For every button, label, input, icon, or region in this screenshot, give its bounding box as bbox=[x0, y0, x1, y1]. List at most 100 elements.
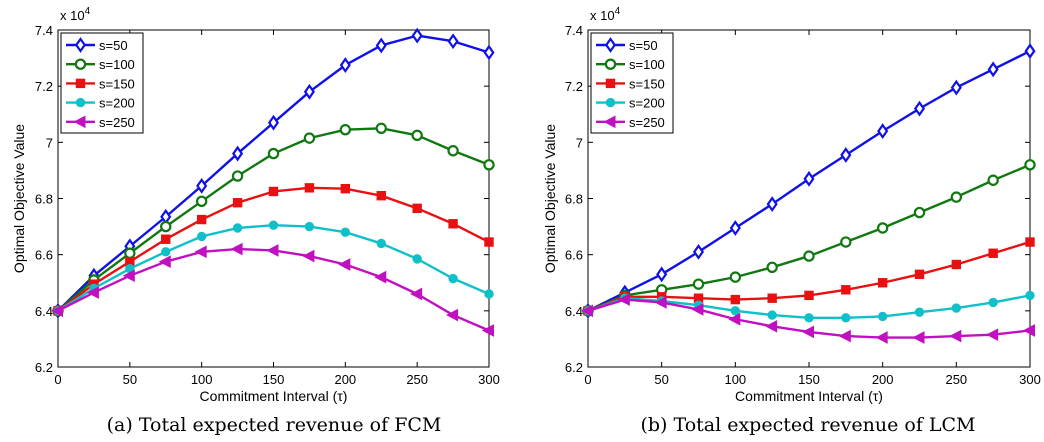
series-s-100 bbox=[582, 159, 1036, 317]
y-tick-label: 6.6 bbox=[565, 248, 583, 263]
data-point bbox=[194, 245, 207, 259]
data-point bbox=[913, 100, 926, 117]
x-tick-label: 150 bbox=[798, 372, 820, 387]
data-point bbox=[951, 259, 962, 270]
y-axis-label: Optimal Objective Value bbox=[542, 124, 558, 273]
x-tick-label: 50 bbox=[654, 372, 668, 387]
data-point bbox=[411, 129, 423, 142]
data-point bbox=[412, 254, 422, 264]
y-tick-label: 6.8 bbox=[565, 192, 583, 207]
y-tick-label: 7 bbox=[46, 135, 53, 150]
data-point bbox=[339, 57, 351, 74]
legend-entry: s=150 bbox=[66, 76, 135, 91]
legend-marker bbox=[603, 115, 616, 129]
data-point bbox=[196, 177, 208, 194]
data-point bbox=[304, 183, 315, 193]
x-tick-label: 300 bbox=[478, 372, 500, 387]
series-s-250 bbox=[580, 293, 1035, 344]
legend-label: s=150 bbox=[99, 76, 135, 91]
data-point bbox=[1024, 43, 1036, 59]
y-multiplier: x 104 bbox=[590, 6, 621, 23]
data-point bbox=[803, 170, 815, 187]
data-point bbox=[1025, 237, 1035, 247]
data-point bbox=[838, 329, 851, 343]
legend-entry: s=200 bbox=[596, 96, 665, 111]
legend-entry: s=100 bbox=[66, 57, 135, 72]
chart-caption: (a) Total expected revenue of FCM bbox=[107, 414, 442, 436]
data-point bbox=[987, 61, 999, 78]
data-point bbox=[729, 220, 741, 236]
data-point bbox=[161, 247, 171, 257]
x-tick-label: 100 bbox=[724, 372, 746, 387]
x-tick-label: 100 bbox=[191, 372, 213, 387]
chart-caption: (b) Total expected revenue of LCM bbox=[640, 414, 975, 436]
y-tick-label: 6.4 bbox=[35, 304, 53, 319]
x-tick-label: 250 bbox=[406, 372, 428, 387]
data-point bbox=[950, 191, 963, 203]
legend-label: s=250 bbox=[629, 115, 665, 130]
data-point bbox=[912, 331, 925, 344]
data-point bbox=[411, 27, 423, 44]
x-tick-label: 300 bbox=[1019, 372, 1041, 387]
data-point bbox=[988, 297, 998, 308]
x-tick-label: 0 bbox=[584, 372, 591, 387]
legend-marker bbox=[605, 78, 616, 89]
x-tick-label: 250 bbox=[945, 372, 967, 387]
data-point bbox=[730, 306, 741, 316]
data-point bbox=[841, 313, 851, 323]
data-point bbox=[692, 243, 705, 260]
legend-entry: s=250 bbox=[596, 115, 665, 130]
data-point bbox=[122, 269, 135, 283]
data-point bbox=[268, 186, 279, 197]
data-point bbox=[231, 170, 244, 182]
data-point bbox=[877, 278, 888, 288]
data-point bbox=[124, 247, 136, 259]
legend-label: s=100 bbox=[99, 57, 135, 72]
data-point bbox=[266, 244, 279, 257]
legend: s=50 s=100 s=150 s=200 s=250 bbox=[60, 32, 144, 134]
legend-label: s=250 bbox=[99, 115, 135, 130]
data-point bbox=[50, 304, 63, 318]
data-point bbox=[767, 293, 777, 303]
data-point bbox=[375, 122, 387, 134]
series-s-250 bbox=[50, 242, 494, 337]
legend-marker bbox=[605, 97, 616, 108]
x-tick-label: 0 bbox=[54, 372, 61, 387]
data-point bbox=[303, 132, 316, 144]
data-point bbox=[840, 236, 852, 248]
data-point bbox=[484, 237, 494, 247]
data-point bbox=[654, 296, 667, 309]
legend-marker bbox=[74, 58, 87, 70]
data-point bbox=[268, 220, 279, 230]
y-multiplier: x 104 bbox=[60, 6, 91, 23]
legend-label: s=100 bbox=[629, 57, 665, 72]
data-point bbox=[1025, 290, 1035, 301]
data-point bbox=[801, 325, 814, 339]
data-point bbox=[913, 206, 926, 219]
legend-entry: s=250 bbox=[66, 115, 135, 130]
legend-entry: s=100 bbox=[596, 57, 665, 72]
data-point bbox=[766, 196, 778, 213]
legend-label: s=200 bbox=[99, 96, 135, 111]
data-point bbox=[304, 221, 315, 232]
data-point bbox=[986, 328, 999, 342]
data-point bbox=[730, 294, 741, 305]
data-point bbox=[1024, 159, 1036, 171]
data-point bbox=[656, 266, 668, 283]
legend-marker bbox=[73, 115, 86, 129]
legend-marker bbox=[75, 97, 86, 108]
data-point bbox=[877, 311, 888, 322]
legend-marker bbox=[604, 58, 617, 70]
data-point bbox=[448, 219, 458, 229]
data-point bbox=[765, 319, 778, 333]
y-tick-label: 6.6 bbox=[35, 248, 53, 263]
data-point bbox=[803, 250, 815, 262]
legend-label: s=50 bbox=[99, 38, 128, 53]
data-point bbox=[232, 198, 243, 208]
data-point bbox=[483, 44, 495, 61]
data-point bbox=[447, 145, 459, 157]
legend-entry: s=50 bbox=[596, 37, 658, 53]
data-point bbox=[484, 289, 494, 299]
data-point bbox=[804, 290, 814, 301]
